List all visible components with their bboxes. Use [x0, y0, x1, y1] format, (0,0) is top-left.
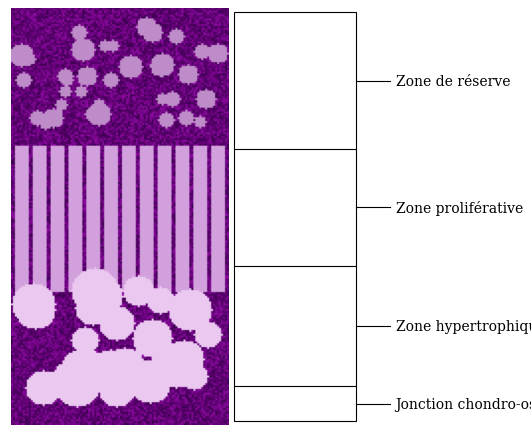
- Text: Zone hypertrophique: Zone hypertrophique: [396, 319, 531, 333]
- Text: Jonction chondro-osseuse: Jonction chondro-osseuse: [396, 397, 531, 411]
- Text: Zone de réserve: Zone de réserve: [396, 74, 510, 89]
- Text: Zone proliférative: Zone proliférative: [396, 201, 523, 215]
- Bar: [234, 13, 356, 421]
